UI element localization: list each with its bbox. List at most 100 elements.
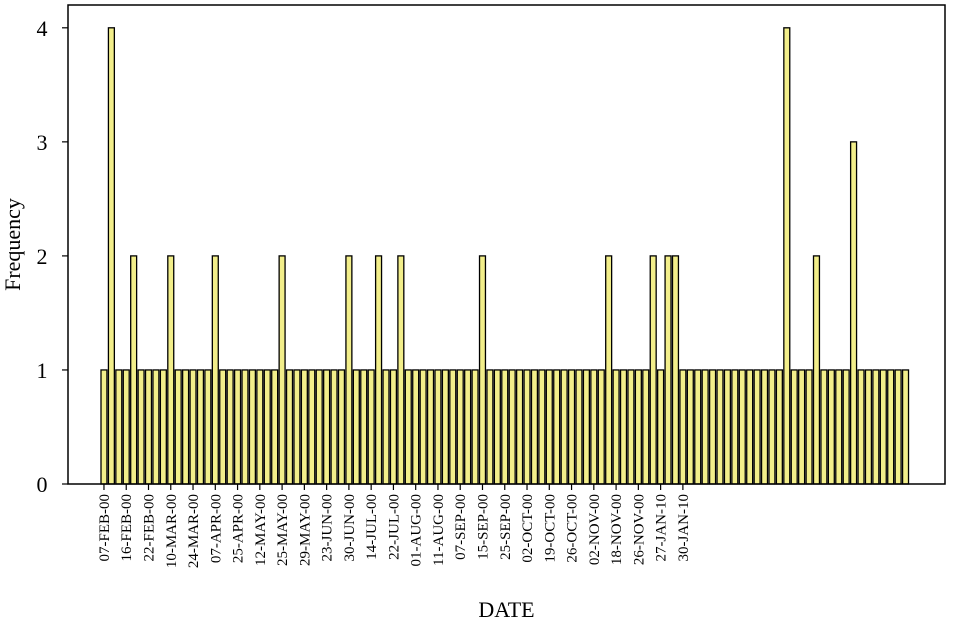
x-tick-label-12: 14-JUL-00 [364, 494, 380, 560]
x-axis: 07-FEB-00 16-FEB-00 22-FEB-00 10-MAR-00 24-M… [97, 484, 692, 568]
bar-19 [241, 369, 249, 485]
bar-91 [775, 369, 783, 485]
bar-52 [486, 369, 494, 485]
bar-101 [849, 141, 858, 485]
bar-58 [530, 369, 539, 485]
y-tick-label-0: 0 [37, 472, 48, 497]
bar-38 [382, 369, 390, 485]
bar-46 [441, 369, 450, 485]
bar-97 [820, 369, 828, 485]
bar-54 [501, 369, 509, 485]
bar-17 [226, 369, 234, 485]
bar-86 [738, 369, 746, 485]
bar-14 [204, 369, 212, 485]
bar-69 [612, 369, 620, 485]
x-tick-label-23: 18-NOV-00 [609, 494, 625, 565]
bar-92 [783, 27, 791, 485]
y-tick-label-2: 2 [37, 244, 48, 269]
bar-89 [760, 369, 769, 485]
bar-62 [560, 369, 568, 485]
y-tick-label-1: 1 [37, 358, 48, 383]
bar-43 [419, 369, 427, 485]
bar-24 [278, 255, 286, 485]
bar-48 [456, 369, 464, 485]
bar-25 [285, 369, 294, 485]
bar-49 [464, 369, 472, 485]
bar-103 [864, 369, 873, 485]
bar-99 [835, 369, 843, 485]
bar-81 [701, 369, 709, 485]
bar-88 [753, 369, 761, 485]
bar-13 [196, 369, 205, 485]
bar-68 [605, 255, 613, 485]
bar-87 [746, 369, 754, 485]
bar-16 [219, 369, 227, 485]
bar-21 [256, 369, 264, 485]
bar-44 [426, 369, 435, 485]
bar-23 [271, 369, 279, 485]
bar-1 [107, 27, 116, 485]
bar-4 [130, 255, 138, 485]
bar-57 [523, 369, 531, 485]
x-tick-label-18: 25-SEP-00 [498, 494, 514, 560]
bar-107 [894, 369, 902, 485]
bar-85 [731, 369, 739, 485]
x-tick-label-17: 15-SEP-00 [475, 494, 491, 560]
bar-73 [642, 369, 650, 485]
bar-98 [827, 369, 835, 485]
bar-59 [538, 369, 546, 485]
x-tick-label-7: 12-MAY-00 [253, 494, 269, 566]
x-tick-label-15: 11-AUG-00 [431, 494, 447, 566]
bar-64 [575, 369, 583, 485]
x-tick-label-2: 22-FEB-00 [142, 494, 158, 562]
bar-45 [434, 369, 442, 485]
bar-100 [842, 369, 850, 485]
x-tick-label-21: 26-OCT-00 [565, 494, 581, 563]
bar-20 [248, 369, 257, 485]
bar-93 [790, 369, 798, 485]
bar-60 [545, 369, 553, 485]
bar-79 [686, 369, 694, 485]
bar-94 [798, 369, 806, 485]
bar-78 [679, 369, 687, 485]
bar-75 [657, 369, 665, 485]
bar-83 [716, 369, 724, 485]
bar-42 [412, 369, 420, 485]
bar-5 [137, 369, 145, 485]
bar-30 [323, 369, 331, 485]
bar-11 [181, 369, 190, 485]
bar-108 [901, 369, 910, 485]
y-tick-label-4: 4 [37, 16, 48, 41]
bar-9 [167, 255, 175, 485]
bar-70 [619, 369, 628, 485]
x-tick-label-19: 02-OCT-00 [520, 494, 536, 563]
bar-96 [812, 255, 821, 485]
x-tick-label-16: 07-SEP-00 [453, 494, 469, 560]
bar-27 [300, 369, 308, 485]
y-axis-title: Frequency [0, 198, 25, 291]
y-tick-label-3: 3 [37, 130, 48, 155]
bar-29 [315, 369, 323, 485]
bar-28 [308, 369, 316, 485]
bar-8 [159, 369, 167, 485]
bar-12 [189, 369, 197, 485]
bar-37 [374, 255, 383, 485]
y-axis: 0 1 2 3 4 [37, 16, 68, 497]
x-tick-label-9: 29-MAY-00 [297, 494, 313, 566]
x-tick-label-3: 10-MAR-00 [164, 494, 180, 568]
bar-15 [211, 255, 219, 485]
bar-6 [144, 369, 153, 485]
x-tick-label-24: 26-NOV-00 [631, 494, 647, 565]
bar-82 [708, 369, 717, 485]
bar-80 [694, 369, 702, 485]
x-tick-label-22: 02-NOV-00 [587, 494, 603, 565]
x-tick-label-25: 27-JAN-10 [654, 494, 670, 562]
bar-51 [478, 255, 487, 485]
bar-55 [508, 369, 516, 485]
bar-77 [671, 255, 680, 485]
bar-71 [627, 369, 635, 485]
bar-104 [872, 369, 880, 485]
plot-frame [67, 4, 946, 485]
bar-84 [723, 369, 732, 485]
